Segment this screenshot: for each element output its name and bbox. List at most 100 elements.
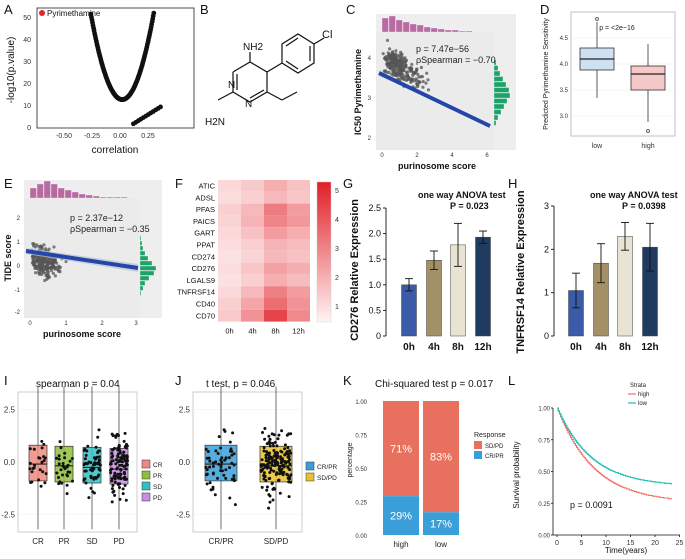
data-point xyxy=(205,473,209,477)
panel-label-e: E xyxy=(4,176,13,191)
y-tick-label: -2.5 xyxy=(176,511,190,520)
data-point xyxy=(119,472,123,476)
a-ytick-0: 0 xyxy=(27,125,31,132)
a-ytick-10: 10 xyxy=(23,103,31,110)
scatter-point xyxy=(53,258,58,262)
scatter-point xyxy=(45,263,49,267)
y-tick-label: 2 xyxy=(544,244,549,254)
data-point xyxy=(111,459,115,463)
data-point xyxy=(32,447,36,451)
c-rho: ρSpearman = −0.70 xyxy=(416,55,496,65)
data-point xyxy=(120,463,124,467)
c-ytick-3: 3 xyxy=(368,96,372,102)
bar-8h xyxy=(617,236,633,337)
data-point xyxy=(276,437,280,441)
heatmap-cell xyxy=(264,215,287,228)
y-tick-label: 2.0 xyxy=(368,229,381,239)
data-point xyxy=(211,461,215,465)
data-point xyxy=(118,449,122,453)
heatmap-cell xyxy=(241,274,264,287)
heatmap-cell xyxy=(287,180,310,192)
y-tick-label: 0.0 xyxy=(4,458,16,467)
c-pvalue: p = 7.47e−56 xyxy=(416,44,469,54)
x-tick-label: 0h xyxy=(570,342,582,353)
data-point xyxy=(98,463,102,467)
histogram-bar xyxy=(430,27,438,33)
data-point xyxy=(118,482,122,486)
data-point xyxy=(59,468,63,472)
data-point xyxy=(122,450,126,454)
data-point xyxy=(270,463,274,467)
right-histogram xyxy=(139,235,157,296)
volcano-point xyxy=(151,10,157,16)
g-ylabel: CD276 Relative Expression xyxy=(349,199,361,341)
scatter-point xyxy=(38,245,43,249)
legend-label: CR/PR xyxy=(317,464,338,471)
heatmap-cell xyxy=(241,203,264,216)
data-point xyxy=(59,446,63,450)
scatter-point xyxy=(32,264,36,268)
data-point xyxy=(259,468,263,472)
data-point xyxy=(122,476,126,480)
data-point xyxy=(285,472,289,476)
heatmap-cell xyxy=(241,309,264,322)
data-point xyxy=(260,485,264,489)
e-ylabel: TIDE score xyxy=(3,234,13,281)
scatter-point xyxy=(414,78,419,83)
bar-4h xyxy=(426,259,442,337)
scatter-point xyxy=(417,75,421,79)
panel-label-a: A xyxy=(4,2,13,17)
panel-label-b: B xyxy=(200,2,209,17)
data-point xyxy=(109,462,112,466)
data-point xyxy=(259,465,263,468)
data-point xyxy=(124,467,128,471)
box-plot: -2.5 0.0 2.5 CR PR SD PD CR PR SD PD xyxy=(1,386,163,546)
data-point xyxy=(124,498,128,502)
data-point xyxy=(268,461,271,465)
data-point xyxy=(28,461,32,465)
y-tick-label: 0.25 xyxy=(538,502,550,508)
data-point xyxy=(219,465,223,469)
colorbar-tick: 3 xyxy=(335,246,339,253)
x-tick-label: 20 xyxy=(651,540,659,547)
data-point xyxy=(283,460,287,464)
data-point xyxy=(283,453,287,457)
data-point xyxy=(211,487,215,491)
colorbar-tick: 1 xyxy=(335,304,339,311)
k-legend-swatch-sdpd xyxy=(474,441,482,449)
data-point xyxy=(118,486,121,489)
gene-label: LGALS9 xyxy=(187,276,215,285)
histogram-bar xyxy=(493,120,497,126)
bar-segment-sdpd xyxy=(383,401,419,497)
scatter-point xyxy=(393,67,397,71)
data-point xyxy=(57,476,60,479)
y-tick-label: 1.00 xyxy=(355,400,367,406)
bar-chart: 0 0.5 1.0 1.5 2.0 2.5 0h 4h 8h 12h xyxy=(368,203,491,353)
y-tick-label: 2.5 xyxy=(368,203,381,213)
data-point xyxy=(286,476,290,480)
data-point xyxy=(65,483,69,487)
scatter-point xyxy=(394,49,398,53)
heatmap-cell xyxy=(218,203,241,216)
data-point xyxy=(90,469,94,473)
data-point xyxy=(94,445,98,449)
heatmap-cell xyxy=(287,203,310,216)
panel-a: A Pyrimethamine 0 10 20 30 40 50 -0.50 -… xyxy=(4,2,195,156)
data-point xyxy=(111,484,115,487)
data-point xyxy=(281,457,285,461)
data-point xyxy=(116,472,120,476)
panel-j: J t test, p = 0.046 -2.5 0.0 2.5 CR/PR SD/PD… xyxy=(175,373,338,546)
histogram-bar xyxy=(43,180,51,199)
legend-label: SD xyxy=(153,484,162,491)
scatter-point xyxy=(64,259,68,264)
d-ytick-4: 4.5 xyxy=(560,36,569,42)
data-point xyxy=(232,479,236,483)
data-point xyxy=(222,428,226,432)
k-title: Chi-squared test p = 0.017 xyxy=(375,379,494,390)
y-tick-label: 1.0 xyxy=(368,280,381,290)
heatmap-cell xyxy=(218,309,241,322)
data-point xyxy=(263,437,267,441)
data-point xyxy=(122,457,126,461)
pct-label: 17% xyxy=(430,519,452,531)
data-point xyxy=(208,459,212,463)
